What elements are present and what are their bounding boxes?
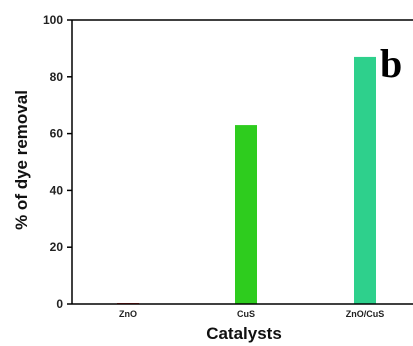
x-tick-label: CuS	[237, 309, 255, 319]
x-tick-label: ZnO/CuS	[346, 309, 385, 319]
y-tick-label: 0	[56, 297, 63, 311]
bar-cus	[235, 125, 257, 304]
y-tick-label: 20	[50, 240, 64, 254]
x-tick-label: ZnO	[119, 309, 137, 319]
y-tick-label: 80	[50, 70, 64, 84]
y-tick-label: 40	[50, 183, 64, 197]
y-tick-label: 60	[50, 127, 64, 141]
panel-label: b	[380, 41, 402, 86]
bar-zno-cus	[354, 56, 376, 304]
y-axis-title: % of dye removal	[12, 90, 31, 230]
y-tick-label: 100	[43, 13, 63, 27]
x-axis-title: Catalysts	[206, 324, 282, 343]
